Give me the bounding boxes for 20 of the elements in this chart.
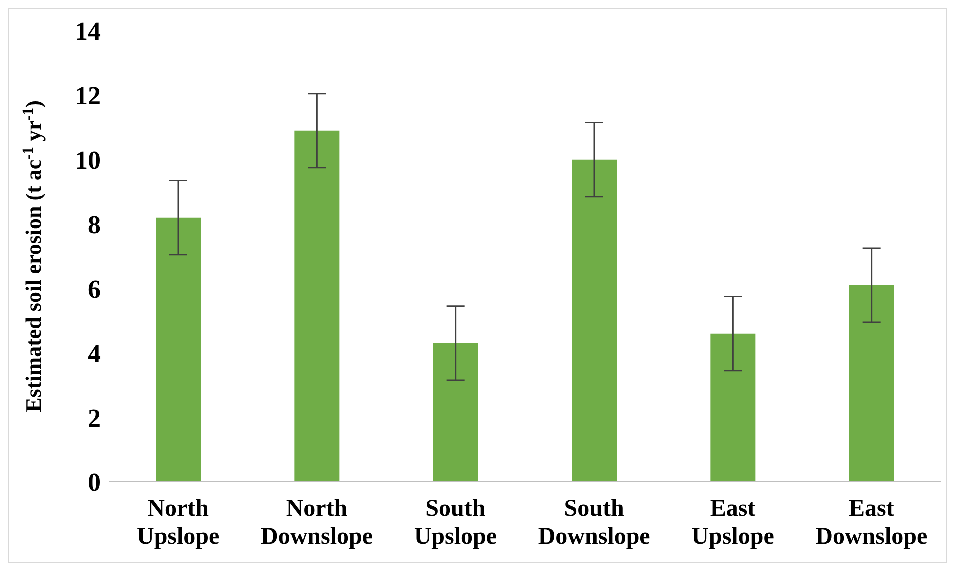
y-tick-label: 10 [75,146,101,176]
y-tick-label: 14 [75,17,101,46]
x-tick-label: North Upslope [136,496,220,550]
y-tick-label: 12 [75,82,101,111]
bar [433,343,478,482]
y-tick-label: 8 [88,210,101,240]
y-tick-label: 4 [88,339,101,368]
bar [294,130,340,482]
x-tick-label: East Upslope [692,496,775,550]
x-tick-label: South Upslope [414,496,498,550]
bar [849,285,894,482]
x-tick-label: East Downslope [816,496,928,550]
bar [710,334,756,482]
bar [156,218,201,482]
bar [572,160,617,482]
y-tick-label: 6 [88,274,101,304]
x-tick-label: South Downslope [538,496,651,550]
y-tick-label: 2 [88,404,101,433]
x-tick-label: North Downslope [260,496,374,550]
y-tick-label: 0 [88,468,101,498]
